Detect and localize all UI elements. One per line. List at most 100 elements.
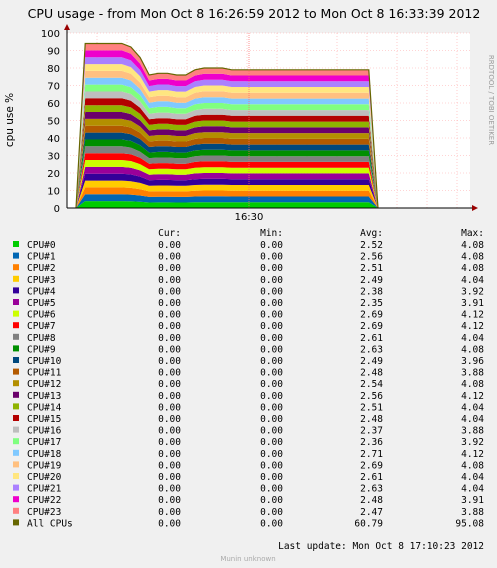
legend-name: CPU#2 bbox=[27, 263, 56, 274]
area-cpu-12 bbox=[76, 118, 378, 208]
legend-value: 2.49 bbox=[360, 356, 383, 367]
legend-swatch bbox=[13, 287, 19, 294]
area-cpu-16 bbox=[76, 91, 378, 208]
legend-value: 0.00 bbox=[260, 263, 283, 274]
area-cpu-3 bbox=[76, 180, 378, 208]
legend-value: 0.00 bbox=[158, 414, 181, 425]
legend-value: 2.63 bbox=[360, 344, 383, 355]
x-axis-ticks: 16:30 bbox=[235, 33, 264, 223]
legend-value: 0.00 bbox=[260, 310, 283, 321]
legend-value: 0.00 bbox=[260, 344, 283, 355]
legend-swatch bbox=[13, 333, 19, 340]
legend-value: 4.12 bbox=[461, 449, 484, 460]
legend-swatch bbox=[13, 426, 19, 433]
legend-value: 0.00 bbox=[158, 460, 181, 471]
legend-name: CPU#9 bbox=[27, 344, 56, 355]
legend-name: CPU#5 bbox=[27, 298, 56, 309]
legend-value: 0.00 bbox=[158, 437, 181, 448]
legend-header-cell: Cur: bbox=[158, 228, 181, 239]
legend-swatch bbox=[13, 380, 19, 387]
area-cpu-14 bbox=[76, 105, 378, 208]
legend-value: 2.56 bbox=[360, 391, 383, 402]
legend-value: 0.00 bbox=[260, 275, 283, 286]
legend-value: 2.48 bbox=[360, 368, 383, 379]
legend-value: 0.00 bbox=[260, 298, 283, 309]
legend-value: 2.35 bbox=[360, 298, 383, 309]
legend-value: 0.00 bbox=[158, 310, 181, 321]
legend-swatch bbox=[13, 461, 19, 468]
legend-value: 0.00 bbox=[158, 495, 181, 506]
legend-value: 4.12 bbox=[461, 310, 484, 321]
legend-value: 2.37 bbox=[360, 426, 383, 437]
legend-value: 0.00 bbox=[260, 379, 283, 390]
legend-value: 0.00 bbox=[158, 344, 181, 355]
legend-value: 0.00 bbox=[158, 402, 181, 413]
area-cpu-9 bbox=[76, 139, 378, 208]
legend-swatch bbox=[13, 438, 19, 445]
legend-value: 2.51 bbox=[360, 402, 383, 413]
legend-swatch bbox=[13, 496, 19, 503]
area-cpu-2 bbox=[76, 187, 378, 208]
legend-value: 4.08 bbox=[461, 252, 484, 263]
legend-header-cell: Min: bbox=[260, 228, 283, 239]
legend-name: CPU#21 bbox=[27, 484, 62, 495]
legend-value: 0.00 bbox=[158, 518, 181, 529]
side-label: RRDTOOL / TOBI OETIKER bbox=[487, 55, 495, 145]
legend-value: 0.00 bbox=[158, 472, 181, 483]
legend-swatch bbox=[13, 322, 19, 329]
legend-row: CPU#12 0.00 0.00 2.54 4.08 bbox=[13, 379, 484, 390]
legend-row: CPU#10 0.00 0.00 2.49 3.96 bbox=[13, 356, 484, 367]
x-tick-label: 16:30 bbox=[235, 212, 264, 223]
legend-name: CPU#13 bbox=[27, 391, 61, 402]
legend-value: 0.00 bbox=[260, 507, 283, 518]
legend-value: 2.63 bbox=[360, 484, 383, 495]
legend-name: CPU#18 bbox=[27, 449, 62, 460]
legend-swatch bbox=[13, 241, 19, 247]
legend-value: 2.71 bbox=[360, 449, 383, 460]
area-cpu-8 bbox=[76, 146, 378, 208]
legend-row: CPU#22 0.00 0.00 2.48 3.91 bbox=[13, 495, 484, 506]
legend-row: CPU#9 0.00 0.00 2.63 4.08 bbox=[13, 344, 484, 355]
legend-row: CPU#1 0.00 0.00 2.56 4.08 bbox=[13, 252, 484, 263]
area-cpu-5 bbox=[76, 166, 378, 208]
legend-value: 0.00 bbox=[260, 391, 283, 402]
legend-row: CPU#7 0.00 0.00 2.69 4.12 bbox=[13, 321, 484, 332]
legend-name: CPU#7 bbox=[27, 321, 56, 332]
area-cpu-0 bbox=[76, 201, 378, 208]
legend-value: 4.08 bbox=[461, 344, 484, 355]
y-tick-label: 50 bbox=[47, 117, 60, 128]
legend-row: CPU#2 0.00 0.00 2.51 4.08 bbox=[13, 263, 484, 274]
legend-value: 3.88 bbox=[461, 368, 484, 379]
legend-name: CPU#6 bbox=[27, 310, 56, 321]
y-tick-label: 20 bbox=[47, 169, 60, 180]
area-cpu-6 bbox=[76, 160, 378, 208]
legend-row: CPU#17 0.00 0.00 2.36 3.92 bbox=[13, 437, 484, 448]
legend-swatch bbox=[13, 473, 19, 479]
legend-name: All CPUs bbox=[27, 518, 73, 529]
legend-value: 2.61 bbox=[360, 472, 383, 483]
y-axis-ticks: 0 10 20 30 40 50 60 70 80 90 100 bbox=[41, 29, 60, 215]
legend-value: 0.00 bbox=[260, 472, 283, 483]
legend-swatch bbox=[13, 449, 19, 456]
legend-value: 0.00 bbox=[260, 240, 283, 251]
legend-value: 2.69 bbox=[360, 460, 383, 471]
legend-value: 2.38 bbox=[360, 286, 383, 297]
legend-value: 0.00 bbox=[260, 356, 283, 367]
legend-value: 4.04 bbox=[461, 414, 484, 425]
legend-row: CPU#16 0.00 0.00 2.37 3.88 bbox=[13, 426, 484, 437]
legend-row: CPU#0 0.00 0.00 2.52 4.08 bbox=[13, 240, 484, 251]
legend-value: 3.96 bbox=[461, 356, 484, 367]
area-cpu-1 bbox=[76, 194, 378, 208]
legend-swatch bbox=[13, 299, 19, 305]
chart-title: CPU usage - from Mon Oct 8 16:26:59 2012… bbox=[28, 6, 481, 21]
legend-name: CPU#20 bbox=[27, 472, 62, 483]
legend-value: 2.48 bbox=[360, 414, 383, 425]
legend-value: 2.61 bbox=[360, 333, 383, 344]
legend-name: CPU#17 bbox=[27, 437, 61, 448]
legend-header-cell: Avg: bbox=[360, 228, 383, 239]
y-tick-label: 60 bbox=[47, 99, 60, 110]
area-cpu-7 bbox=[76, 153, 378, 208]
legend-value: 0.00 bbox=[158, 275, 181, 286]
